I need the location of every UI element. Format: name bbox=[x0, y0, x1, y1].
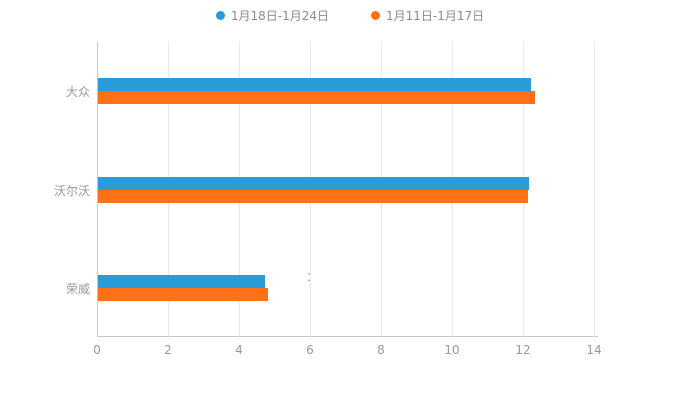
bar-沃尔沃-1月18日-1月24日[interactable] bbox=[98, 176, 530, 190]
x-tick-label: 12 bbox=[515, 343, 531, 357]
legend-item[interactable]: 1月18日-1月24日 bbox=[215, 7, 329, 24]
bar-大众-1月11日-1月17日[interactable] bbox=[98, 91, 535, 105]
x-tick-label: 8 bbox=[377, 343, 385, 357]
legend: 1月18日-1月24日 1月11日-1月17日 bbox=[0, 7, 700, 24]
x-axis-line bbox=[97, 336, 598, 337]
x-tick-label: 14 bbox=[586, 343, 602, 357]
x-tick-label: 4 bbox=[235, 343, 243, 357]
legend-item-label: 1月11日-1月17日 bbox=[386, 9, 485, 23]
gridline bbox=[594, 42, 595, 337]
category-label: 大众 bbox=[65, 85, 90, 100]
plot-area: 0 2 4 6 8 10 12 14 bbox=[93, 42, 602, 357]
y-axis-line bbox=[97, 42, 98, 337]
stray-mark: ： bbox=[306, 270, 319, 284]
legend-marker-icon bbox=[215, 11, 225, 20]
bar-沃尔沃-1月11日-1月17日[interactable] bbox=[98, 189, 528, 203]
category-label: 荣威 bbox=[65, 281, 90, 296]
legend-item-label: 1月18日-1月24日 bbox=[230, 9, 329, 23]
bar-荣威-1月11日-1月17日[interactable] bbox=[98, 287, 269, 301]
x-tick-label: 0 bbox=[93, 343, 101, 357]
x-tick-label: 6 bbox=[306, 343, 314, 357]
legend-item[interactable]: 1月11日-1月17日 bbox=[371, 7, 484, 24]
bar-荣威-1月18日-1月24日[interactable] bbox=[98, 274, 265, 288]
x-tick-label: 2 bbox=[164, 343, 172, 357]
legend-marker-icon bbox=[371, 11, 380, 20]
x-tick-label: 10 bbox=[444, 343, 460, 357]
category-label: 沃尔沃 bbox=[53, 183, 90, 198]
bar-大众-1月18日-1月24日[interactable] bbox=[98, 78, 532, 92]
